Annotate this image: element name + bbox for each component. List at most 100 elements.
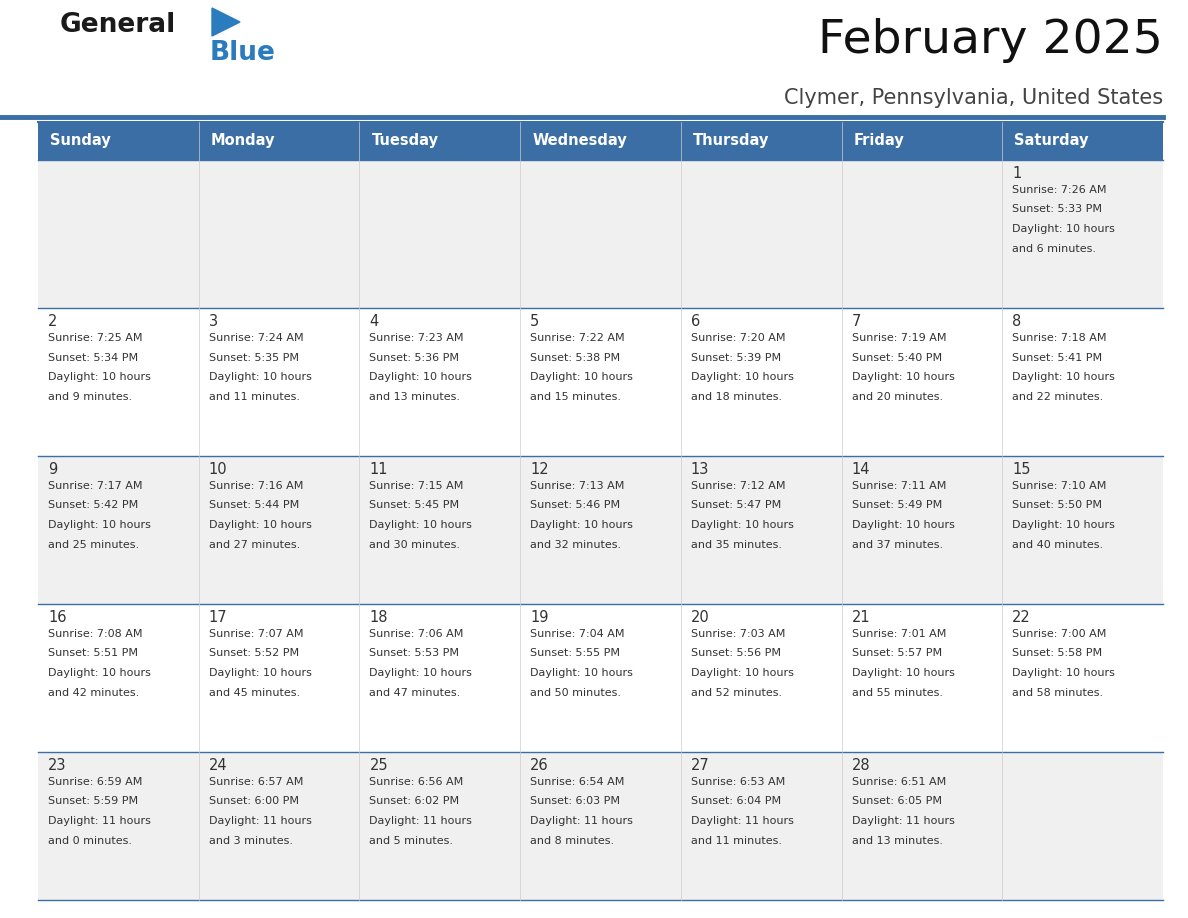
Bar: [681, 456, 841, 604]
Text: Sunset: 5:52 PM: Sunset: 5:52 PM: [209, 648, 299, 658]
Bar: [360, 604, 520, 752]
Text: Daylight: 10 hours: Daylight: 10 hours: [852, 668, 954, 678]
Text: Sunrise: 7:11 AM: Sunrise: 7:11 AM: [852, 481, 946, 491]
Bar: [360, 752, 520, 900]
Text: Sunset: 6:00 PM: Sunset: 6:00 PM: [209, 797, 298, 807]
Text: and 32 minutes.: and 32 minutes.: [530, 540, 621, 550]
Text: 18: 18: [369, 610, 388, 625]
Text: Sunrise: 7:10 AM: Sunrise: 7:10 AM: [1012, 481, 1107, 491]
Text: and 35 minutes.: and 35 minutes.: [691, 540, 782, 550]
Text: and 25 minutes.: and 25 minutes.: [48, 540, 139, 550]
Text: Sunset: 6:03 PM: Sunset: 6:03 PM: [530, 797, 620, 807]
Text: Sunset: 5:59 PM: Sunset: 5:59 PM: [48, 797, 138, 807]
Bar: [1003, 456, 1163, 604]
Text: Sunset: 5:40 PM: Sunset: 5:40 PM: [852, 353, 942, 363]
Bar: [841, 456, 1003, 604]
Bar: [360, 308, 520, 456]
Text: Sunset: 5:44 PM: Sunset: 5:44 PM: [209, 500, 299, 510]
Text: and 52 minutes.: and 52 minutes.: [691, 688, 782, 698]
Text: Daylight: 10 hours: Daylight: 10 hours: [691, 668, 794, 678]
Polygon shape: [211, 8, 240, 36]
Bar: [1003, 752, 1163, 900]
Text: Sunset: 5:33 PM: Sunset: 5:33 PM: [1012, 205, 1102, 215]
Text: and 27 minutes.: and 27 minutes.: [209, 540, 299, 550]
Text: Daylight: 10 hours: Daylight: 10 hours: [369, 372, 473, 382]
Text: 8: 8: [1012, 314, 1022, 329]
Text: Daylight: 10 hours: Daylight: 10 hours: [209, 520, 311, 530]
Bar: [1003, 160, 1163, 308]
Bar: [841, 752, 1003, 900]
Bar: [38, 604, 198, 752]
Text: 19: 19: [530, 610, 549, 625]
Text: Sunrise: 7:17 AM: Sunrise: 7:17 AM: [48, 481, 143, 491]
Text: 23: 23: [48, 758, 67, 773]
Text: Sunset: 5:42 PM: Sunset: 5:42 PM: [48, 500, 138, 510]
Text: 21: 21: [852, 610, 870, 625]
Bar: [38, 308, 198, 456]
Text: Daylight: 10 hours: Daylight: 10 hours: [1012, 668, 1116, 678]
Text: Sunrise: 7:22 AM: Sunrise: 7:22 AM: [530, 333, 625, 343]
Text: and 45 minutes.: and 45 minutes.: [209, 688, 299, 698]
Text: Daylight: 10 hours: Daylight: 10 hours: [369, 520, 473, 530]
Text: Sunrise: 7:03 AM: Sunrise: 7:03 AM: [691, 629, 785, 639]
Text: Daylight: 10 hours: Daylight: 10 hours: [691, 372, 794, 382]
Bar: [198, 604, 360, 752]
Text: Daylight: 10 hours: Daylight: 10 hours: [852, 372, 954, 382]
Bar: [1003, 604, 1163, 752]
Text: February 2025: February 2025: [819, 18, 1163, 63]
Text: Daylight: 11 hours: Daylight: 11 hours: [369, 816, 473, 826]
Bar: [1003, 308, 1163, 456]
Text: Saturday: Saturday: [1015, 133, 1088, 149]
Text: and 5 minutes.: and 5 minutes.: [369, 835, 454, 845]
Text: and 47 minutes.: and 47 minutes.: [369, 688, 461, 698]
Text: Daylight: 10 hours: Daylight: 10 hours: [530, 668, 633, 678]
Text: 22: 22: [1012, 610, 1031, 625]
Bar: [520, 456, 681, 604]
Text: 26: 26: [530, 758, 549, 773]
Text: Daylight: 10 hours: Daylight: 10 hours: [48, 520, 151, 530]
Text: Sunrise: 7:24 AM: Sunrise: 7:24 AM: [209, 333, 303, 343]
Bar: [360, 122, 520, 160]
Text: and 37 minutes.: and 37 minutes.: [852, 540, 943, 550]
Text: Sunset: 5:41 PM: Sunset: 5:41 PM: [1012, 353, 1102, 363]
Text: and 11 minutes.: and 11 minutes.: [691, 835, 782, 845]
Text: Daylight: 10 hours: Daylight: 10 hours: [48, 372, 151, 382]
Bar: [681, 308, 841, 456]
Text: 15: 15: [1012, 462, 1031, 477]
Bar: [198, 160, 360, 308]
Bar: [38, 456, 198, 604]
Bar: [681, 604, 841, 752]
Text: and 13 minutes.: and 13 minutes.: [369, 391, 461, 401]
Text: Clymer, Pennsylvania, United States: Clymer, Pennsylvania, United States: [784, 88, 1163, 108]
Text: and 42 minutes.: and 42 minutes.: [48, 688, 139, 698]
Bar: [198, 456, 360, 604]
Bar: [520, 160, 681, 308]
Text: Daylight: 10 hours: Daylight: 10 hours: [1012, 224, 1116, 234]
Text: Wednesday: Wednesday: [532, 133, 627, 149]
Text: Monday: Monday: [210, 133, 276, 149]
Text: Sunrise: 6:51 AM: Sunrise: 6:51 AM: [852, 777, 946, 787]
Bar: [198, 752, 360, 900]
Bar: [841, 604, 1003, 752]
Bar: [681, 160, 841, 308]
Text: 1: 1: [1012, 166, 1022, 181]
Text: and 18 minutes.: and 18 minutes.: [691, 391, 782, 401]
Text: Sunrise: 7:12 AM: Sunrise: 7:12 AM: [691, 481, 785, 491]
Text: Sunrise: 7:00 AM: Sunrise: 7:00 AM: [1012, 629, 1107, 639]
Text: and 3 minutes.: and 3 minutes.: [209, 835, 292, 845]
Text: Sunset: 5:35 PM: Sunset: 5:35 PM: [209, 353, 298, 363]
Text: 24: 24: [209, 758, 227, 773]
Text: 6: 6: [691, 314, 700, 329]
Text: 28: 28: [852, 758, 870, 773]
Text: Sunrise: 7:06 AM: Sunrise: 7:06 AM: [369, 629, 463, 639]
Bar: [1003, 122, 1163, 160]
Text: Daylight: 11 hours: Daylight: 11 hours: [48, 816, 151, 826]
Bar: [38, 752, 198, 900]
Text: 2: 2: [48, 314, 57, 329]
Bar: [198, 122, 360, 160]
Text: 27: 27: [691, 758, 709, 773]
Text: 14: 14: [852, 462, 870, 477]
Text: and 11 minutes.: and 11 minutes.: [209, 391, 299, 401]
Text: Daylight: 10 hours: Daylight: 10 hours: [530, 520, 633, 530]
Text: Sunrise: 7:19 AM: Sunrise: 7:19 AM: [852, 333, 946, 343]
